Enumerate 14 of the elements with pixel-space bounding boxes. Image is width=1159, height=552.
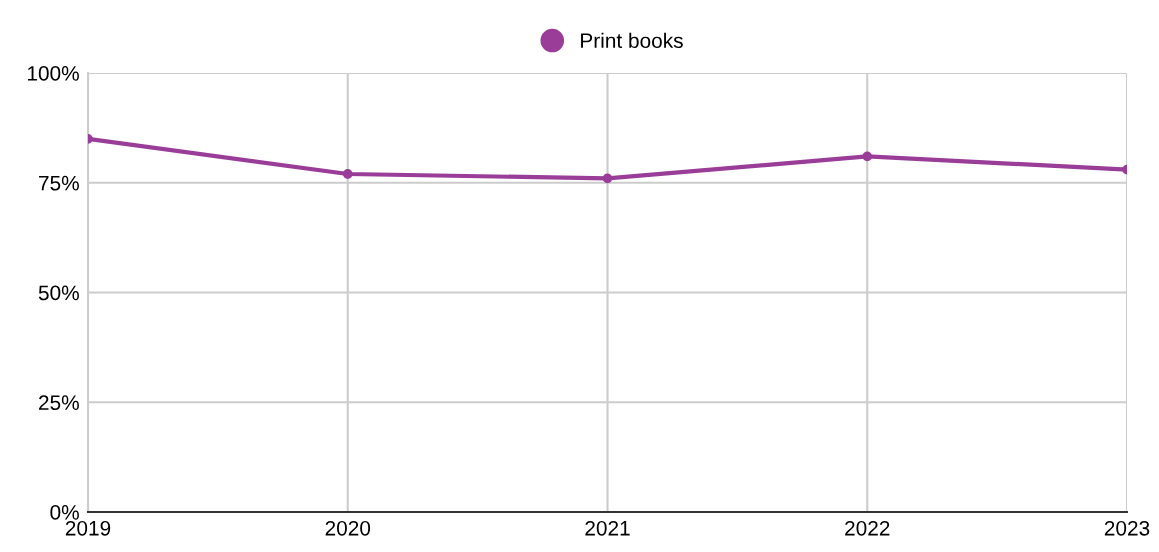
x-tick-label: 2023 — [1104, 520, 1150, 536]
x-tick-label: 2021 — [585, 520, 630, 536]
x-tick-label: 2022 — [845, 520, 890, 536]
x-tick-label: 2019 — [65, 520, 111, 536]
point — [602, 173, 613, 184]
y-tick-label: 0% — [50, 505, 79, 520]
y-tick-label: 50% — [38, 285, 79, 301]
x-tick-label: 2020 — [325, 520, 371, 536]
point — [862, 151, 873, 162]
y-tick-label: 75% — [39, 175, 79, 191]
legend-label: Print books — [581, 32, 683, 49]
y-tick-label: 100% — [27, 66, 79, 81]
point — [342, 169, 353, 179]
y-tick-label: 25% — [39, 395, 79, 410]
